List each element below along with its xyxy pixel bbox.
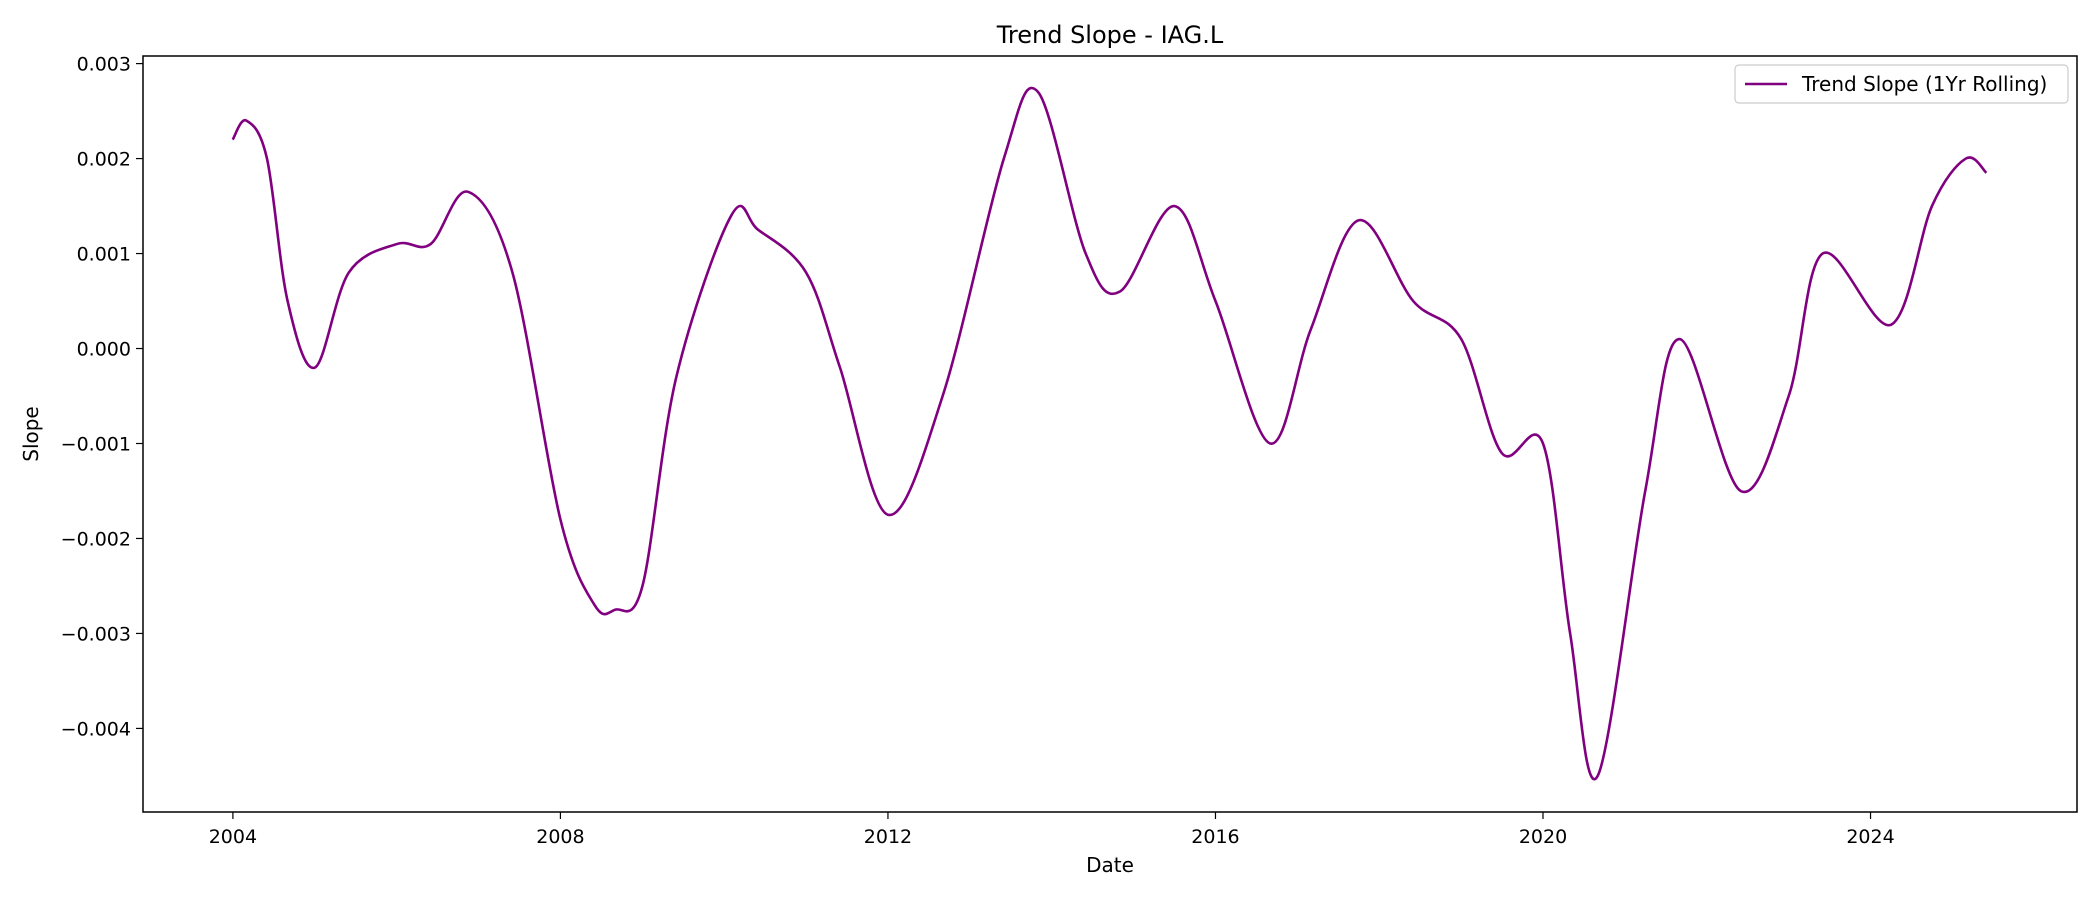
x-tick-label: 2004 [209, 826, 257, 848]
chart-title: Trend Slope - IAG.L [996, 21, 1224, 49]
x-tick-label: 2024 [1846, 826, 1894, 848]
y-tick-label: 0.001 [77, 244, 131, 266]
y-tick-label: 0.000 [77, 339, 131, 361]
series-line [231, 86, 1988, 781]
y-tick-label: −0.002 [61, 528, 131, 550]
y-tick-label: 0.003 [77, 54, 131, 76]
y-tick-label: −0.001 [61, 433, 131, 455]
x-axis-label: Date [1086, 853, 1134, 877]
legend: Trend Slope (1Yr Rolling) [1734, 64, 2069, 104]
y-tick-label: 0.002 [77, 149, 131, 171]
series-lines [231, 86, 1988, 781]
x-tick-label: 2016 [1191, 826, 1239, 848]
x-tick-label: 2020 [1519, 826, 1567, 848]
x-axis: 2004 2008 2012 2016 2020 2024 [209, 812, 1895, 848]
y-axis-label: Slope [19, 406, 43, 462]
y-tick-label: −0.003 [61, 623, 131, 645]
x-tick-label: 2008 [536, 826, 584, 848]
y-axis: −0.004 −0.003 −0.002 −0.001 0.000 0.001 0.002 0… [61, 54, 143, 740]
y-tick-label: −0.004 [61, 718, 131, 740]
plot-area-frame [142, 55, 2078, 813]
x-tick-label: 2012 [864, 826, 912, 848]
legend-box [1734, 64, 2069, 104]
legend-label: Trend Slope (1Yr Rolling) [1801, 72, 2047, 96]
